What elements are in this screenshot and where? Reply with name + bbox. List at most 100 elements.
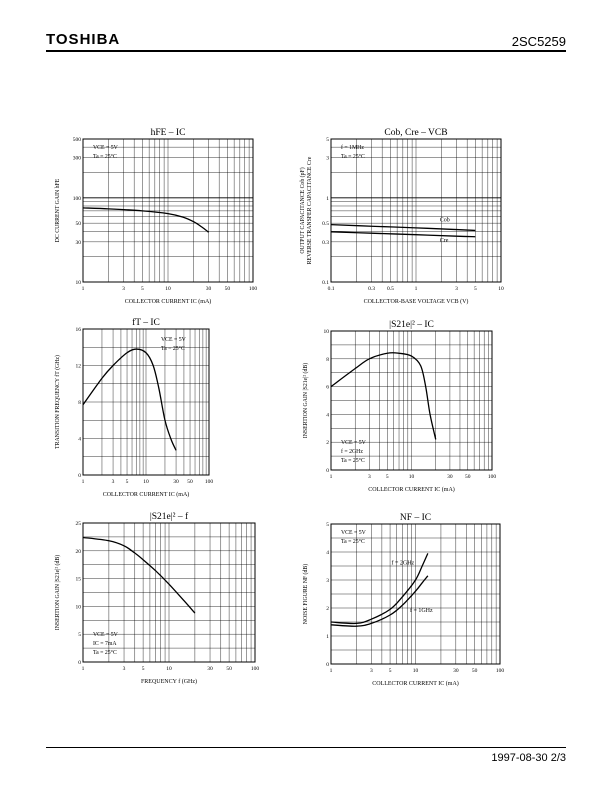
x-tick-label: 10 bbox=[409, 474, 415, 480]
plot-frame bbox=[330, 523, 501, 665]
y-tick-label: 0 bbox=[78, 660, 81, 666]
series-annotation: Cob bbox=[440, 218, 450, 224]
x-tick-label: 10 bbox=[413, 668, 419, 674]
x-tick-label: 10 bbox=[165, 286, 171, 292]
y-tick-label: 0 bbox=[78, 473, 81, 479]
y-tick-label: 4 bbox=[326, 550, 329, 556]
plot-frame bbox=[82, 328, 210, 476]
y-tick-label: 4 bbox=[326, 412, 329, 418]
y-tick-label: 30 bbox=[76, 240, 82, 246]
chart-title: fT – IC bbox=[132, 317, 160, 328]
plot-frame bbox=[82, 138, 254, 283]
x-tick-label: 30 bbox=[206, 286, 212, 292]
y-tick-label: 100 bbox=[73, 196, 82, 202]
x-tick-label: 3 bbox=[370, 668, 373, 674]
y-tick-label: 2 bbox=[326, 606, 329, 612]
series-line-1 bbox=[330, 553, 429, 625]
y-tick-label: 8 bbox=[326, 357, 329, 363]
x-tick-label: 50 bbox=[226, 666, 232, 672]
condition-text: Ta = 25°C bbox=[93, 649, 117, 656]
x-tick-label: 100 bbox=[488, 474, 497, 480]
x-tick-label: 100 bbox=[496, 668, 505, 674]
x-tick-label: 50 bbox=[465, 474, 471, 480]
condition-text: IC = 7mA bbox=[93, 641, 117, 647]
chart-3: 1 3 5 10 30 50 100 0 4 8 12 16 fT – IC COLLECTOR CURR… bbox=[54, 317, 213, 498]
series-line-1 bbox=[330, 352, 437, 440]
x-tick-label: 5 bbox=[386, 474, 389, 480]
y-tick-label: 4 bbox=[78, 437, 81, 443]
y-tick-label: 2 bbox=[326, 440, 329, 446]
y-tick-label: 5 bbox=[326, 522, 329, 528]
x-tick-label: 3 bbox=[112, 479, 115, 485]
footer-rule bbox=[46, 747, 566, 748]
condition-text: Ta = 25°C bbox=[341, 538, 365, 545]
y-tick-label: 0.1 bbox=[322, 280, 329, 286]
y-axis-label: NOISE FIGURE NF (dB) bbox=[302, 564, 309, 624]
x-tick-label: 10 bbox=[166, 666, 172, 672]
y-tick-label: 25 bbox=[76, 521, 82, 527]
y-tick-label: 50 bbox=[76, 221, 82, 227]
plot-frame bbox=[330, 330, 493, 471]
condition-text: VCE = 5V bbox=[93, 632, 119, 638]
y-axis-label: REVERSE TRANSFER CAPACITANCE Cre bbox=[307, 156, 313, 264]
x-axis-label: COLLECTOR CURRENT IC (mA) bbox=[368, 486, 455, 493]
series-line-1 bbox=[82, 536, 196, 614]
x-tick-label: 5 bbox=[389, 668, 392, 674]
x-axis-label: FREQUENCY f (GHz) bbox=[141, 678, 197, 685]
x-tick-label: 0.1 bbox=[328, 286, 335, 292]
y-tick-label: 5 bbox=[78, 632, 81, 638]
y-tick-label: 0 bbox=[326, 468, 329, 474]
condition-text: VCE = 5V bbox=[161, 337, 187, 343]
x-tick-label: 5 bbox=[474, 286, 477, 292]
y-tick-label: 20 bbox=[76, 549, 82, 555]
x-tick-label: 30 bbox=[453, 668, 459, 674]
plot-frame bbox=[330, 138, 502, 283]
x-tick-label: 0.3 bbox=[368, 286, 375, 292]
x-tick-label: 50 bbox=[225, 286, 231, 292]
chart-4: 1 3 5 10 30 50 100 0 2 4 6 8 10 |S21e|² – IC COLLECTOR… bbox=[302, 320, 496, 493]
condition-text: Ta = 25°C bbox=[161, 345, 185, 352]
y-axis-label: OUTPUT CAPACITANCE Cob (pF) bbox=[299, 167, 306, 253]
x-tick-label: 1 bbox=[330, 474, 333, 480]
x-tick-label: 30 bbox=[207, 666, 213, 672]
y-tick-label: 10 bbox=[76, 604, 82, 610]
chart-title: |S21e|² – IC bbox=[389, 320, 434, 330]
y-axis-label: DC CURRENT GAIN hFE bbox=[55, 178, 61, 242]
x-tick-label: 1 bbox=[82, 666, 85, 672]
y-tick-label: 16 bbox=[76, 327, 82, 333]
x-tick-label: 5 bbox=[142, 666, 145, 672]
y-tick-label: 500 bbox=[73, 137, 82, 143]
series-line-1 bbox=[330, 224, 476, 232]
x-tick-label: 30 bbox=[447, 474, 453, 480]
chart-5: 1 3 5 10 30 50 100 0 5 10 15 20 25 |S21e|² – f FREQUEN… bbox=[54, 511, 259, 685]
chart-1: 1 3 5 10 30 50 100 10 30 50 100 300 500 hFE – IC COLLE… bbox=[55, 128, 257, 305]
series-line-1 bbox=[82, 348, 177, 451]
y-tick-label: 1 bbox=[326, 634, 329, 640]
x-tick-label: 50 bbox=[472, 668, 478, 674]
x-tick-label: 1 bbox=[82, 479, 85, 485]
condition-text: Ta = 25°C bbox=[93, 153, 117, 160]
y-tick-label: 0 bbox=[326, 662, 329, 668]
x-tick-label: 3 bbox=[122, 286, 125, 292]
y-tick-label: 6 bbox=[326, 385, 329, 391]
chart-title: NF – IC bbox=[400, 513, 431, 523]
y-tick-label: 3 bbox=[326, 156, 329, 162]
chart-title: Cob, Cre – VCB bbox=[384, 128, 447, 138]
condition-text: VCE = 5V bbox=[341, 530, 367, 536]
header-rule bbox=[46, 50, 566, 52]
x-tick-label: 100 bbox=[249, 286, 258, 292]
y-tick-label: 15 bbox=[76, 577, 82, 583]
condition-text: f = 1MHz bbox=[341, 144, 364, 151]
y-tick-label: 10 bbox=[324, 329, 330, 335]
part-number: 2SC5259 bbox=[511, 34, 566, 49]
x-tick-label: 0.5 bbox=[387, 286, 394, 292]
x-tick-label: 50 bbox=[187, 479, 193, 485]
x-tick-label: 1 bbox=[82, 286, 85, 292]
footer-date-page: 1997-08-30 2/3 bbox=[491, 752, 566, 764]
brand-logo-text: TOSHIBA bbox=[46, 31, 121, 48]
series-line-2 bbox=[330, 231, 476, 238]
x-tick-label: 3 bbox=[123, 666, 126, 672]
x-tick-label: 1 bbox=[330, 668, 333, 674]
